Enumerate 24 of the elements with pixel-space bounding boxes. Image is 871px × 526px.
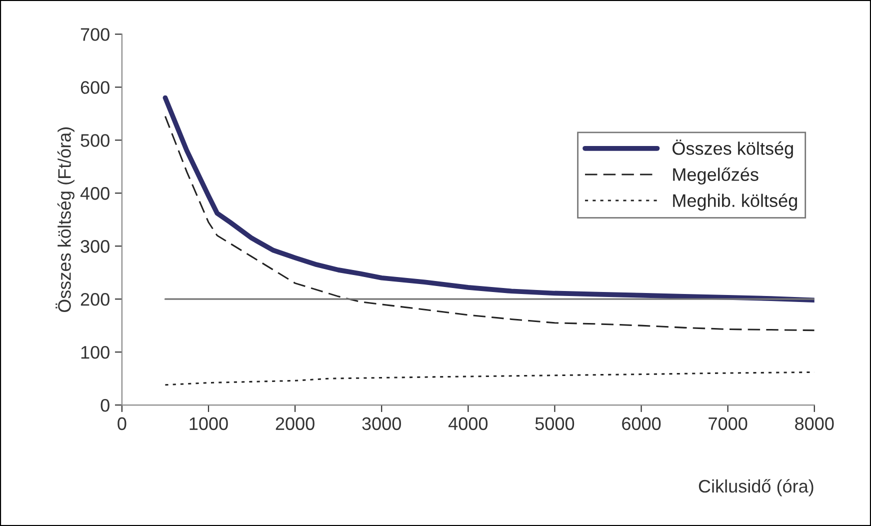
y-axis-title: Összes költség (Ft/óra) (56, 127, 74, 312)
x-tick-label: 7000 (708, 417, 748, 430)
x-tick-label: 6000 (622, 417, 661, 430)
x-tick-label: 5000 (535, 417, 574, 430)
y-tick-label: 0 (100, 398, 110, 412)
line-series (162, 95, 814, 303)
x-tick-label: 2000 (276, 417, 314, 430)
x-tick-label: 0 (118, 417, 126, 430)
y-tick-label: 500 (80, 134, 110, 147)
x-tick-label: 3000 (362, 417, 401, 430)
y-tick-label: 700 (80, 28, 110, 41)
line-series (164, 116, 814, 332)
x-axis-title: Ciklusidő (óra) (698, 479, 814, 496)
legend-label: Összes költség (672, 140, 793, 158)
legend-label: Meghib. költség (673, 194, 797, 211)
x-tick-label: 1000 (190, 417, 228, 430)
legend-label: Megelőzés (673, 167, 758, 185)
y-tick-label: 300 (80, 240, 110, 253)
y-tick-label: 400 (80, 187, 110, 200)
y-tick-label: 200 (80, 293, 110, 306)
y-tick-label: 100 (81, 346, 110, 359)
y-tick-label: 600 (80, 81, 110, 94)
x-tick-label: 4000 (448, 417, 488, 430)
x-tick-label: 8000 (795, 417, 834, 430)
